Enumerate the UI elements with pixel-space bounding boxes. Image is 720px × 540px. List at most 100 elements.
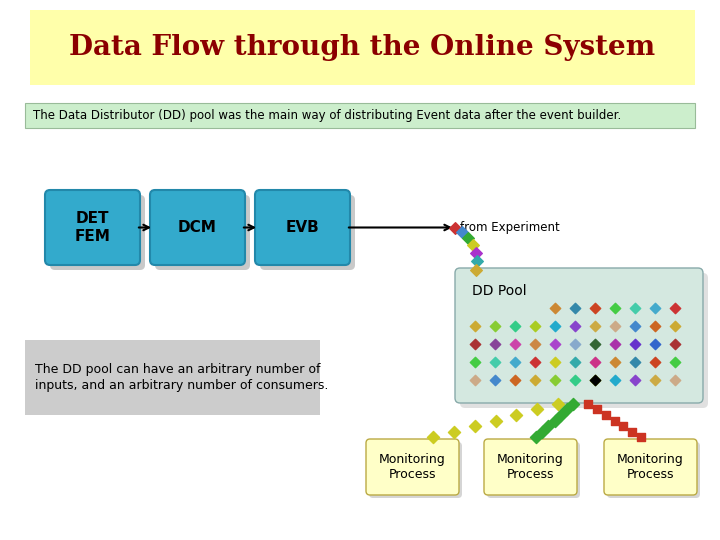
Point bbox=[470, 266, 482, 274]
Text: The Data Distributor (DD) pool was the main way of distributing Event data after: The Data Distributor (DD) pool was the m… bbox=[33, 109, 621, 122]
Point bbox=[649, 357, 661, 366]
Point bbox=[570, 357, 581, 366]
Point bbox=[589, 340, 600, 348]
Point bbox=[670, 340, 681, 348]
Point bbox=[629, 303, 641, 312]
Point bbox=[582, 399, 593, 408]
Point bbox=[609, 357, 621, 366]
Point bbox=[609, 303, 621, 312]
FancyBboxPatch shape bbox=[369, 442, 462, 498]
FancyBboxPatch shape bbox=[260, 195, 355, 270]
Point bbox=[549, 416, 560, 425]
FancyBboxPatch shape bbox=[45, 190, 140, 265]
Point bbox=[618, 422, 629, 430]
Point bbox=[589, 376, 600, 384]
Point bbox=[649, 322, 661, 330]
Point bbox=[629, 376, 641, 384]
Point bbox=[589, 376, 600, 384]
Point bbox=[600, 410, 611, 419]
Point bbox=[552, 399, 564, 408]
Point bbox=[589, 322, 600, 330]
FancyBboxPatch shape bbox=[366, 439, 459, 495]
Point bbox=[609, 340, 621, 348]
Point bbox=[549, 357, 561, 366]
Point bbox=[510, 410, 522, 419]
Point bbox=[670, 376, 681, 384]
Point bbox=[570, 322, 581, 330]
FancyBboxPatch shape bbox=[460, 273, 708, 408]
Point bbox=[469, 340, 481, 348]
Point bbox=[649, 376, 661, 384]
Point bbox=[529, 322, 541, 330]
Point bbox=[427, 433, 438, 442]
Point bbox=[509, 376, 521, 384]
Point bbox=[635, 433, 647, 442]
Point bbox=[490, 357, 501, 366]
FancyBboxPatch shape bbox=[30, 10, 695, 85]
Text: Monitoring
Process: Monitoring Process bbox=[617, 453, 684, 481]
FancyBboxPatch shape bbox=[150, 190, 245, 265]
Point bbox=[549, 376, 561, 384]
Point bbox=[449, 224, 461, 232]
Point bbox=[649, 303, 661, 312]
Point bbox=[555, 410, 567, 419]
Point bbox=[529, 357, 541, 366]
Point bbox=[471, 256, 482, 265]
Point bbox=[549, 340, 561, 348]
Text: Monitoring
Process: Monitoring Process bbox=[379, 453, 446, 481]
Text: Data Flow through the Online System: Data Flow through the Online System bbox=[69, 34, 656, 61]
Point bbox=[469, 376, 481, 384]
Point bbox=[529, 376, 541, 384]
Point bbox=[469, 357, 481, 366]
Text: Monitoring
Process: Monitoring Process bbox=[497, 453, 564, 481]
Point bbox=[649, 340, 661, 348]
Point bbox=[536, 428, 548, 436]
Point bbox=[629, 340, 641, 348]
Point bbox=[549, 322, 561, 330]
Text: The DD pool can have an arbitrary number of
inputs, and an arbitrary number of c: The DD pool can have an arbitrary number… bbox=[35, 363, 328, 392]
Point bbox=[490, 322, 501, 330]
Point bbox=[470, 249, 482, 258]
Point bbox=[589, 357, 600, 366]
Point bbox=[531, 405, 543, 414]
FancyBboxPatch shape bbox=[607, 442, 700, 498]
Text: DET
FEM: DET FEM bbox=[75, 211, 110, 244]
Point bbox=[670, 357, 681, 366]
Point bbox=[626, 428, 638, 436]
Text: DCM: DCM bbox=[178, 220, 217, 235]
Point bbox=[589, 303, 600, 312]
Point bbox=[469, 422, 480, 430]
Point bbox=[670, 303, 681, 312]
FancyBboxPatch shape bbox=[487, 442, 580, 498]
FancyBboxPatch shape bbox=[50, 195, 145, 270]
FancyBboxPatch shape bbox=[25, 340, 320, 415]
Point bbox=[549, 303, 561, 312]
Point bbox=[629, 322, 641, 330]
FancyBboxPatch shape bbox=[604, 439, 697, 495]
Point bbox=[561, 405, 572, 414]
FancyBboxPatch shape bbox=[155, 195, 250, 270]
Point bbox=[467, 241, 479, 249]
Point bbox=[490, 416, 501, 425]
Point bbox=[490, 340, 501, 348]
FancyBboxPatch shape bbox=[25, 103, 695, 128]
Point bbox=[670, 322, 681, 330]
Text: EVB: EVB bbox=[286, 220, 320, 235]
Point bbox=[629, 357, 641, 366]
Point bbox=[543, 422, 554, 430]
Point bbox=[531, 433, 542, 442]
FancyBboxPatch shape bbox=[255, 190, 350, 265]
Point bbox=[469, 322, 481, 330]
Point bbox=[567, 399, 579, 408]
Point bbox=[456, 228, 468, 237]
FancyBboxPatch shape bbox=[455, 268, 703, 403]
Point bbox=[509, 340, 521, 348]
Point bbox=[529, 340, 541, 348]
Point bbox=[570, 303, 581, 312]
Text: DD Pool: DD Pool bbox=[472, 284, 526, 298]
Point bbox=[448, 428, 459, 436]
Text: from Experiment: from Experiment bbox=[460, 221, 559, 234]
FancyBboxPatch shape bbox=[484, 439, 577, 495]
Point bbox=[608, 416, 620, 425]
Point bbox=[509, 322, 521, 330]
